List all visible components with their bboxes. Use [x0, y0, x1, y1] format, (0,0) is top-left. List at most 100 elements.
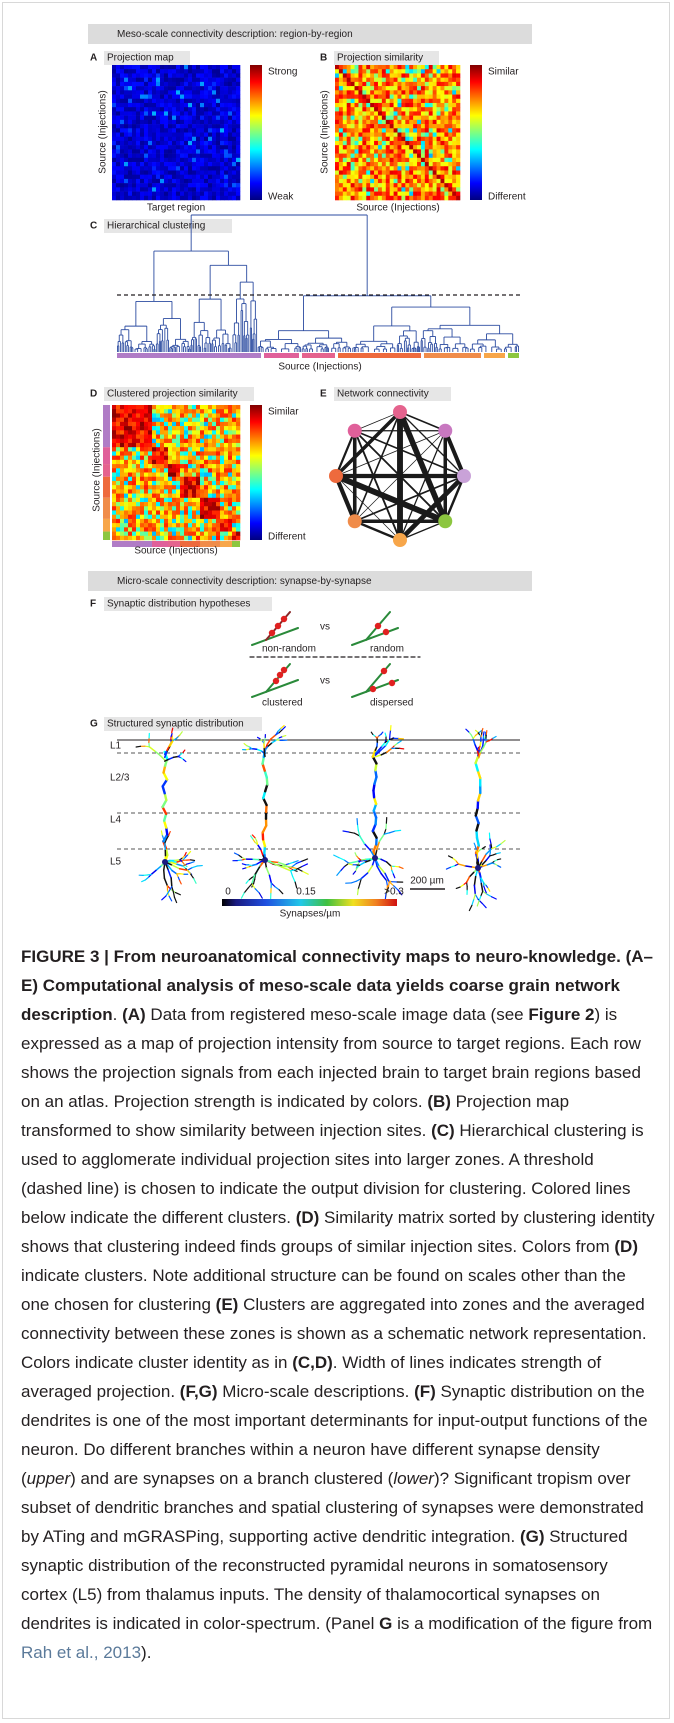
- dendrite: [475, 894, 478, 899]
- heatmap-cell: [124, 187, 128, 192]
- heatmap-cell: [224, 158, 228, 163]
- heatmap-cell: [351, 116, 355, 121]
- heatmap-cell: [224, 456, 228, 461]
- heatmap-cell: [112, 422, 116, 427]
- heatmap-cell: [405, 78, 409, 83]
- heatmap-cell: [132, 86, 136, 91]
- heatmap-cell: [164, 192, 168, 197]
- heatmap-cell: [339, 107, 343, 112]
- heatmap-cell: [394, 133, 398, 138]
- heatmap-cell: [120, 523, 124, 528]
- heatmap-cell: [120, 124, 124, 129]
- heatmap-cell: [224, 166, 228, 171]
- heatmap-cell: [172, 527, 176, 532]
- heatmap-cell: [200, 523, 204, 528]
- heatmap-cell: [144, 456, 148, 461]
- heatmap-cell: [448, 120, 452, 125]
- heatmap-cell: [148, 141, 152, 146]
- heatmap-cell: [216, 128, 220, 133]
- heatmap-cell: [124, 86, 128, 91]
- dendrite: [353, 871, 355, 874]
- heatmap-cell: [156, 128, 160, 133]
- heatmap-cell: [208, 422, 212, 427]
- heatmap-cell: [152, 405, 156, 410]
- citation-link[interactable]: Rah et al., 2013: [21, 1643, 141, 1662]
- heatmap-cell: [378, 179, 382, 184]
- heatmap-cell: [196, 485, 200, 490]
- heatmap-cell: [220, 120, 224, 125]
- heatmap-cell: [196, 464, 200, 469]
- heatmap-cell: [116, 409, 120, 414]
- heatmap-cell: [437, 120, 441, 125]
- heatmap-cell: [116, 477, 120, 482]
- heatmap-cell: [156, 141, 160, 146]
- page: Figure 3 {"figure": { "meso_header": "Me…: [0, 0, 674, 1723]
- heatmap-cell: [413, 187, 417, 192]
- heatmap-cell: [456, 187, 460, 192]
- heatmap-cell: [425, 162, 429, 167]
- heatmap-cell: [176, 460, 180, 465]
- heatmap-cell: [232, 523, 236, 528]
- heatmap-cell: [128, 154, 132, 159]
- heatmap-cell: [168, 196, 172, 201]
- heatmap-cell: [429, 107, 433, 112]
- heatmap-cell: [132, 464, 136, 469]
- heatmap-cell: [152, 439, 156, 444]
- heatmap-cell: [124, 78, 128, 83]
- heatmap-cell: [124, 485, 128, 490]
- heatmap-cell: [128, 413, 132, 418]
- heatmap-cell: [180, 90, 184, 95]
- y-axis-label: Source (Injections): [98, 90, 109, 173]
- heatmap-cell: [228, 536, 232, 541]
- heatmap-cell: [343, 187, 347, 192]
- heatmap-cell: [224, 515, 228, 520]
- dendrite: [395, 743, 398, 745]
- heatmap-cell: [228, 489, 232, 494]
- heatmap-cell: [156, 460, 160, 465]
- heatmap-cell: [136, 170, 140, 175]
- dendrite: [162, 896, 166, 900]
- heatmap-cell: [168, 128, 172, 133]
- heatmap-cell: [176, 418, 180, 423]
- heatmap-cell: [228, 141, 232, 146]
- heatmap-cell: [409, 95, 413, 100]
- heatmap-cell: [200, 468, 204, 473]
- heatmap-cell: [124, 69, 128, 74]
- heatmap-cell: [200, 464, 204, 469]
- dendrite: [465, 866, 472, 867]
- heatmap-cell: [212, 510, 216, 515]
- heatmap-cell: [440, 187, 444, 192]
- heatmap-cell: [124, 418, 128, 423]
- heatmap-cell: [152, 69, 156, 74]
- heatmap-cell: [228, 82, 232, 87]
- heatmap-cell: [236, 116, 240, 121]
- heatmap-cell: [164, 506, 168, 511]
- heatmap-cell: [204, 430, 208, 435]
- heatmap-cell: [200, 418, 204, 423]
- heatmap-cell: [128, 460, 132, 465]
- heatmap-cell: [208, 162, 212, 167]
- heatmap-cell: [236, 145, 240, 150]
- heatmap-cell: [152, 409, 156, 414]
- heatmap-cell: [132, 183, 136, 188]
- heatmap-cell: [212, 422, 216, 427]
- heatmap-cell: [116, 506, 120, 511]
- heatmap-cell: [386, 145, 390, 150]
- heatmap-cell: [112, 527, 116, 532]
- heatmap-cell: [132, 426, 136, 431]
- heatmap-cell: [339, 145, 343, 150]
- heatmap-cell: [386, 73, 390, 78]
- heatmap-cell: [172, 73, 176, 78]
- heatmap-cell: [452, 175, 456, 180]
- heatmap-cell: [220, 99, 224, 104]
- heatmap-cell: [136, 162, 140, 167]
- heatmap-cell: [132, 413, 136, 418]
- heatmap-cell: [421, 111, 425, 116]
- heatmap-cell: [148, 494, 152, 499]
- heatmap-cell: [196, 451, 200, 456]
- heatmap-cell: [220, 536, 224, 541]
- heatmap-cell: [140, 460, 144, 465]
- heatmap-cell: [112, 196, 116, 201]
- heatmap-cell: [421, 196, 425, 201]
- heatmap-cell: [429, 116, 433, 121]
